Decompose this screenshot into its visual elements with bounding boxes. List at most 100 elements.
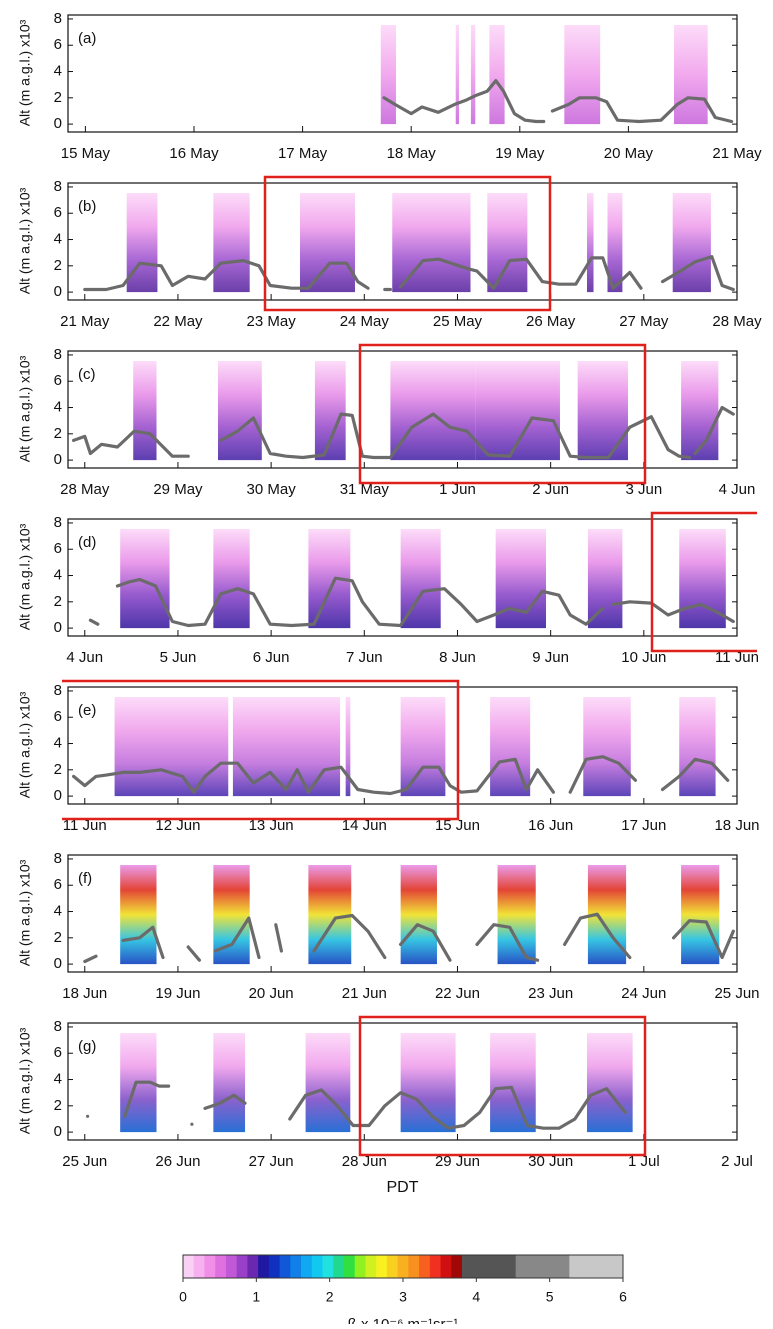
highlight-box [358,1015,647,1157]
x-tick-label: 27 Jun [249,1153,294,1170]
plot-area [72,361,735,461]
backscatter-curtain [126,193,158,293]
colorbar-segment [236,1255,248,1278]
y-tick-label: 6 [54,372,62,389]
y-tick-label: 0 [54,787,62,804]
colorbar-segment [504,1255,517,1278]
x-tick-label: 29 Jun [435,1153,480,1170]
colorbar-segment [472,1255,484,1278]
colorbar-segment [483,1255,495,1278]
colorbar-tick-label: 4 [472,1289,480,1305]
backscatter-curtain [213,193,250,293]
backscatter-curtain [345,697,351,797]
colorbar-segment [247,1255,259,1278]
backscatter-curtain [213,529,250,629]
colorbar-segment [354,1255,366,1278]
backscatter-curtain [674,25,708,125]
x-tick-label: 30 May [247,481,297,498]
highlight-boxes [62,175,757,1157]
backscatter-curtain [133,361,157,461]
panel: 0 2 4 6 8 28 May 29 May 30 May 31 May 1 Jun 2 Jun 3… [17,346,756,498]
x-tick-label: 31 May [340,481,390,498]
x-tick-label: 21 Jun [342,985,387,1002]
colorbar-segment [183,1255,195,1278]
backscatter-curtain [564,25,601,125]
colorbar-segment [558,1255,570,1278]
colorbar-segment [386,1255,399,1278]
x-tick-label: 23 May [247,313,297,330]
x-tick-label: 11 Jun [63,817,107,834]
backscatter-curtain [583,697,631,797]
boundary-layer-line [83,912,735,964]
axes-frame [67,686,738,805]
backscatter-curtain [607,193,623,293]
x-tick-label: 11 Jun [715,649,759,666]
x-tick-label: 30 Jun [528,1153,573,1170]
y-tick-label: 6 [54,708,62,725]
x-tick-label: 10 Jun [621,649,666,666]
colorbar-segment [397,1255,409,1278]
colorbar-segment [569,1255,581,1278]
plot-area [83,865,735,965]
x-tick-label: 19 May [495,145,545,162]
backscatter-curtain [114,697,229,797]
colorbar-segment [365,1255,377,1278]
colorbar-segment [429,1255,441,1278]
colorbar-segment [515,1255,527,1278]
x-tick-label: 28 May [712,313,762,330]
y-tick-label: 4 [54,734,62,751]
backscatter-curtain [681,865,720,965]
backscatter-curtain [213,1033,246,1133]
backscatter-curtain [400,697,446,797]
y-tick-label: 2 [54,929,62,946]
highlight-box [62,679,460,821]
x-axis-label: PDT [387,1179,419,1196]
colorbar-segment [343,1255,356,1278]
y-tick-label: 2 [54,89,62,106]
x-tick-label: 25 May [433,313,483,330]
x-tick-label: 9 Jun [532,649,569,666]
y-tick-label: 8 [54,346,62,363]
y-tick-label: 4 [54,62,62,79]
x-tick-label: 23 Jun [528,985,573,1002]
axes-frame [67,182,738,301]
x-tick-label: 14 Jun [342,817,387,834]
panel-label: (b) [78,198,96,215]
colorbar-segment [322,1255,334,1278]
x-tick-label: 19 Jun [155,985,200,1002]
x-tick-label: 26 Jun [155,1153,200,1170]
highlight-box [263,175,552,312]
y-axis-label: Alt (m a.g.l.) x10³ [17,523,33,630]
backscatter-curtain [218,361,262,461]
colorbar-segment [333,1255,345,1278]
x-tick-label: 16 Jun [528,817,573,834]
backscatter-curtain [380,25,396,125]
colorbar-segment [204,1255,216,1278]
y-tick-label: 4 [54,1070,62,1087]
backscatter-curtain [672,193,711,293]
plots: 0 2 4 6 8 15 May 16 May 17 May 18 May 19 May 20 Ma… [17,10,762,1329]
panel-label: (d) [78,534,96,551]
boundary-layer-line [88,576,735,628]
colorbar-tick-label: 2 [326,1289,334,1305]
y-tick-label: 2 [54,1097,62,1114]
x-tick-label: 21 May [712,145,762,162]
backscatter-curtain [455,25,459,125]
backscatter-curtain [679,697,716,797]
y-tick-label: 4 [54,566,62,583]
backscatter-curtain [390,361,476,461]
boundary-layer-line [72,405,735,460]
colorbar-segment [612,1255,624,1278]
y-tick-label: 0 [54,115,62,132]
y-axis-label: Alt (m a.g.l.) x10³ [17,187,33,294]
y-tick-label: 2 [54,593,62,610]
panel: 0 2 4 6 8 25 Jun 26 Jun 27 Jun 28 Jun 29 Jun 30 Ju… [17,1018,753,1196]
backscatter-curtain [400,865,437,965]
x-tick-label: 15 Jun [435,817,480,834]
colorbar-segment [440,1255,452,1278]
x-tick-label: 22 May [153,313,203,330]
colorbar-tick-label: 1 [252,1289,260,1305]
y-tick-label: 6 [54,36,62,53]
y-axis-label: Alt (m a.g.l.) x10³ [17,355,33,462]
